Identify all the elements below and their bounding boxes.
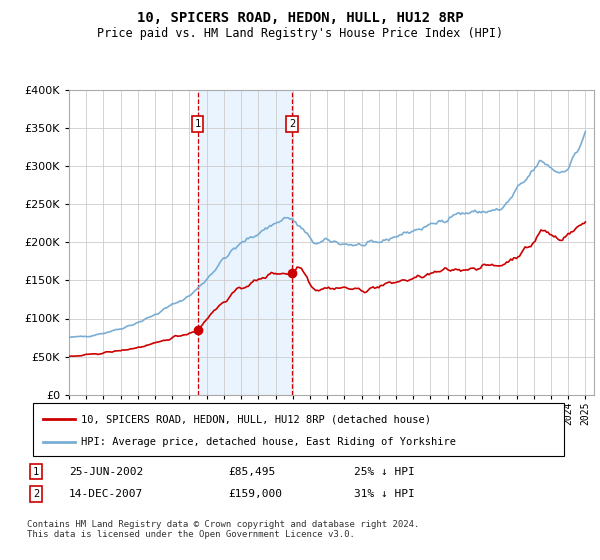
Text: 25-JUN-2002: 25-JUN-2002 [69, 466, 143, 477]
Text: 1: 1 [33, 466, 39, 477]
Text: 31% ↓ HPI: 31% ↓ HPI [354, 489, 415, 499]
Text: 1: 1 [194, 119, 201, 129]
Text: 10, SPICERS ROAD, HEDON, HULL, HU12 8RP (detached house): 10, SPICERS ROAD, HEDON, HULL, HU12 8RP … [81, 414, 431, 424]
Text: 10, SPICERS ROAD, HEDON, HULL, HU12 8RP: 10, SPICERS ROAD, HEDON, HULL, HU12 8RP [137, 11, 463, 25]
Text: 2: 2 [33, 489, 39, 499]
Text: 25% ↓ HPI: 25% ↓ HPI [354, 466, 415, 477]
Text: 14-DEC-2007: 14-DEC-2007 [69, 489, 143, 499]
Text: £159,000: £159,000 [228, 489, 282, 499]
Bar [197, 90, 292, 395]
Text: 2: 2 [289, 119, 295, 129]
Text: HPI: Average price, detached house, East Riding of Yorkshire: HPI: Average price, detached house, East… [81, 437, 456, 447]
Text: Price paid vs. HM Land Registry's House Price Index (HPI): Price paid vs. HM Land Registry's House … [97, 27, 503, 40]
Text: £85,495: £85,495 [228, 466, 275, 477]
Text: Contains HM Land Registry data © Crown copyright and database right 2024.
This d: Contains HM Land Registry data © Crown c… [27, 520, 419, 539]
